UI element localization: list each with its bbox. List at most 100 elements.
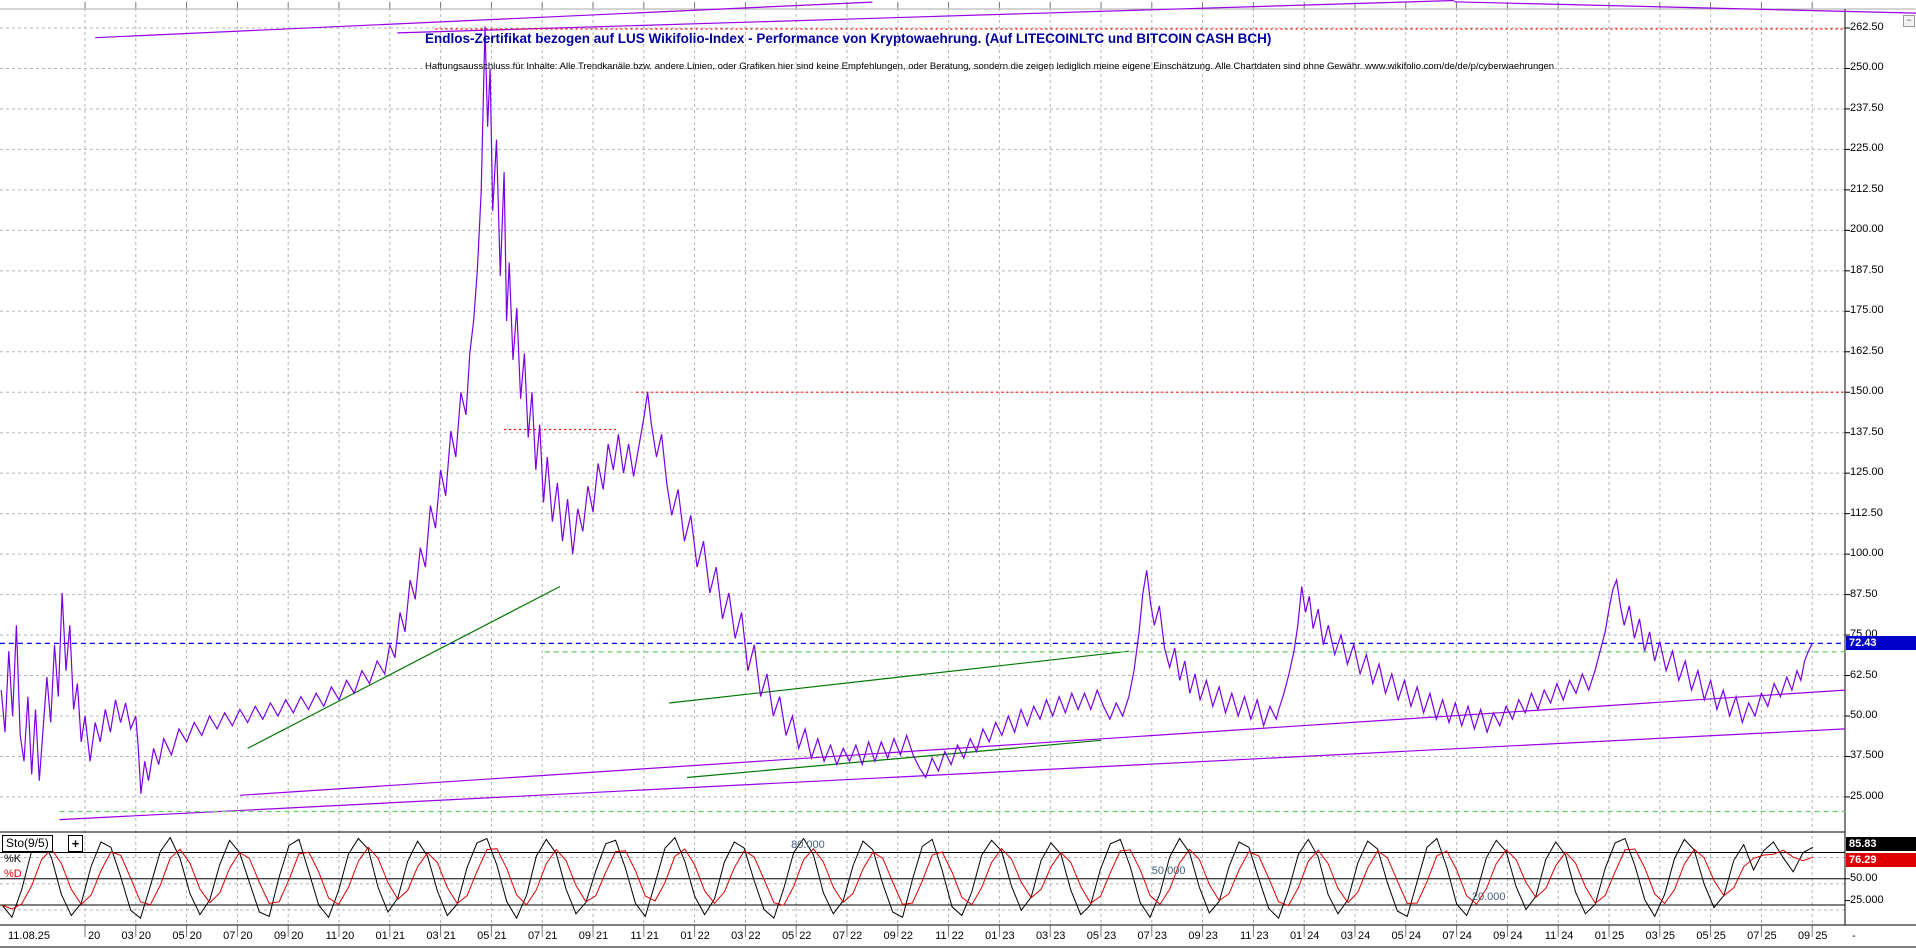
time-axis-label: 11 xyxy=(630,930,642,942)
price-line xyxy=(0,26,1813,794)
time-axis-label: 21 xyxy=(646,930,660,942)
time-axis-label: 11 xyxy=(1239,930,1252,942)
stochastic-k-value-tag: 85.83 xyxy=(1846,837,1916,851)
time-axis-label: 09 xyxy=(1797,930,1811,942)
price-axis-label: 100.00 xyxy=(1850,547,1884,560)
trendline-uptrend-2022-2023-lower[interactable] xyxy=(686,739,1102,779)
time-axis-label: 03 xyxy=(1645,930,1658,942)
add-indicator-button[interactable]: + xyxy=(68,835,83,852)
time-axis-label: 24 xyxy=(1408,930,1422,942)
chart-disclaimer: Haftungsausschluss für Inhalte: Alle Tre… xyxy=(425,61,1555,72)
time-axis-label: 20 xyxy=(138,930,152,942)
price-axis-label: 162.50 xyxy=(1850,344,1884,357)
time-axis-label: 23 xyxy=(1154,930,1168,942)
time-axis-label: 21 xyxy=(443,930,456,942)
time-axis-label: 23 xyxy=(1256,930,1269,942)
stochastic-level-label: 20.000 xyxy=(1471,891,1506,903)
time-axis-label: 09 xyxy=(578,930,591,942)
time-axis-label: 21 xyxy=(494,930,507,942)
price-axis-label: 87.50 xyxy=(1850,587,1878,600)
stochastic-d-line xyxy=(1,846,1814,910)
time-axis-label: 20 xyxy=(189,930,202,942)
time-axis-label: 03 xyxy=(121,930,134,942)
time-axis-label: 20 xyxy=(291,930,304,942)
time-axis-label: 05 xyxy=(477,930,490,942)
last-price-tag: 72.43 xyxy=(1846,636,1916,651)
time-axis-label: 25 xyxy=(1662,930,1676,942)
stochastic-level-label: 50.000 xyxy=(1151,864,1186,877)
time-axis-label: 09 xyxy=(273,930,287,942)
trendline-lower-channel-2[interactable] xyxy=(239,689,1846,796)
price-axis-label: 237.50 xyxy=(1850,101,1884,114)
time-axis-label: 22 xyxy=(951,930,964,942)
trendline-top-channel-3[interactable] xyxy=(1454,1,1916,14)
time-axis-label: 03 xyxy=(1035,930,1049,942)
price-axis-label: 262.50 xyxy=(1850,21,1884,33)
price-axis-label: 212.50 xyxy=(1850,182,1884,195)
time-axis-label: 11 xyxy=(325,930,337,942)
time-axis-label: 25 xyxy=(1764,930,1777,942)
time-axis-label: 01 xyxy=(985,930,998,942)
time-axis-label: 23 xyxy=(1002,930,1015,942)
time-axis-label: 07 xyxy=(1747,930,1760,942)
time-axis-label: 09 xyxy=(883,930,896,942)
time-axis-label: 11 xyxy=(935,930,947,942)
time-axis-label: 23 xyxy=(1053,930,1066,942)
time-axis-label: 22 xyxy=(850,930,863,942)
time-axis-label: 24 xyxy=(1459,930,1472,942)
time-axis-label: 23 xyxy=(1104,930,1117,942)
price-axis-label: 25.000 xyxy=(1850,789,1884,802)
time-axis-label: 05 xyxy=(781,930,795,942)
time-axis-label: 20 xyxy=(88,930,101,942)
time-axis-label: 07 xyxy=(1137,930,1150,942)
time-axis-label: 21 xyxy=(392,930,406,942)
time-axis-label: 24 xyxy=(1510,930,1523,942)
time-axis-label: 09 xyxy=(1493,930,1506,942)
time-axis-label: 01 xyxy=(680,930,693,942)
price-axis-label: 50.00 xyxy=(1850,708,1878,721)
price-axis-label: 175.00 xyxy=(1850,304,1884,317)
price-axis-label: 112.50 xyxy=(1850,506,1883,519)
time-axis-label: 03 xyxy=(731,930,744,942)
price-axis-label: 137.50 xyxy=(1850,425,1884,438)
time-axis-label: 22 xyxy=(900,930,914,942)
stochastic-axis-label: 25.000 xyxy=(1850,893,1884,906)
time-axis-label: 22 xyxy=(748,930,761,942)
chart-title: Endlos-Zertifikat bezogen auf LUS Wikifo… xyxy=(425,31,1272,46)
time-axis-label: 21 xyxy=(545,930,558,942)
time-axis-label: 03 xyxy=(426,930,439,942)
stochastic-settings-button[interactable]: Sto(9/5) xyxy=(2,835,53,852)
trendline-top-channel-1[interactable] xyxy=(95,1,873,39)
stochastic-d-label: %D xyxy=(4,868,22,880)
time-axis-label: 07 xyxy=(527,930,541,942)
time-axis-label: 22 xyxy=(697,930,710,942)
time-axis-end-label: - xyxy=(1852,930,1856,942)
trendline-lower-channel-1[interactable] xyxy=(59,728,1846,821)
stochastic-k-label: %K xyxy=(4,853,22,865)
price-axis-label: 62.50 xyxy=(1850,668,1878,681)
stochastic-d-value-tag: 76.29 xyxy=(1846,853,1916,867)
time-axis-label: 24 xyxy=(1358,930,1371,942)
time-axis-label: 01 xyxy=(375,930,388,942)
price-axis-label: 250.00 xyxy=(1850,61,1884,74)
price-axis-label: 200.00 xyxy=(1850,223,1884,236)
time-axis-label: 07 xyxy=(1442,930,1455,942)
trendline-uptrend-2020-2021[interactable] xyxy=(247,585,561,749)
time-axis-label: 20 xyxy=(342,930,355,942)
price-axis-label: 37.500 xyxy=(1850,749,1884,762)
time-axis-label: 24 xyxy=(1561,930,1574,942)
time-axis-label: 25 xyxy=(1713,930,1726,942)
time-axis-label: 07 xyxy=(223,930,236,942)
time-axis-label: 07 xyxy=(832,930,845,942)
price-axis-label: 125.00 xyxy=(1850,466,1884,479)
trendline-uptrend-2022-2023-upper[interactable] xyxy=(669,650,1129,704)
trendline-top-channel-2[interactable] xyxy=(397,0,1455,34)
time-axis-label: 01 xyxy=(1289,930,1303,942)
collapse-axis-icon[interactable]: − xyxy=(1903,15,1915,27)
time-axis-label: 11 xyxy=(1544,930,1557,942)
price-axis-label: 150.00 xyxy=(1850,385,1884,398)
time-axis-label: 20 xyxy=(240,930,253,942)
time-axis-label: 21 xyxy=(596,930,609,942)
